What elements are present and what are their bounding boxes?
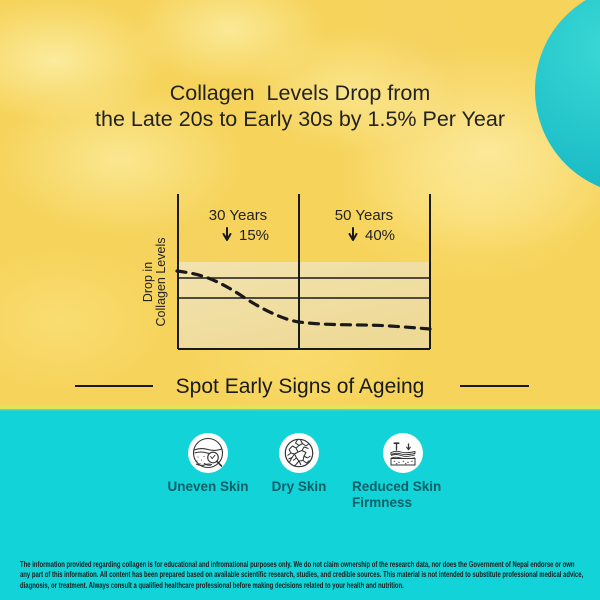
svg-text:Drop in: Drop in [141,262,155,302]
svg-text:15%: 15% [239,227,269,244]
svg-text:Spot Early Signs of Ageing: Spot Early Signs of Ageing [176,375,425,398]
svg-text:40%: 40% [365,227,395,244]
svg-text:50 Years: 50 Years [335,207,393,224]
svg-text:30 Years: 30 Years [209,207,267,224]
svg-text:Collagen Levels: Collagen Levels [154,238,168,327]
